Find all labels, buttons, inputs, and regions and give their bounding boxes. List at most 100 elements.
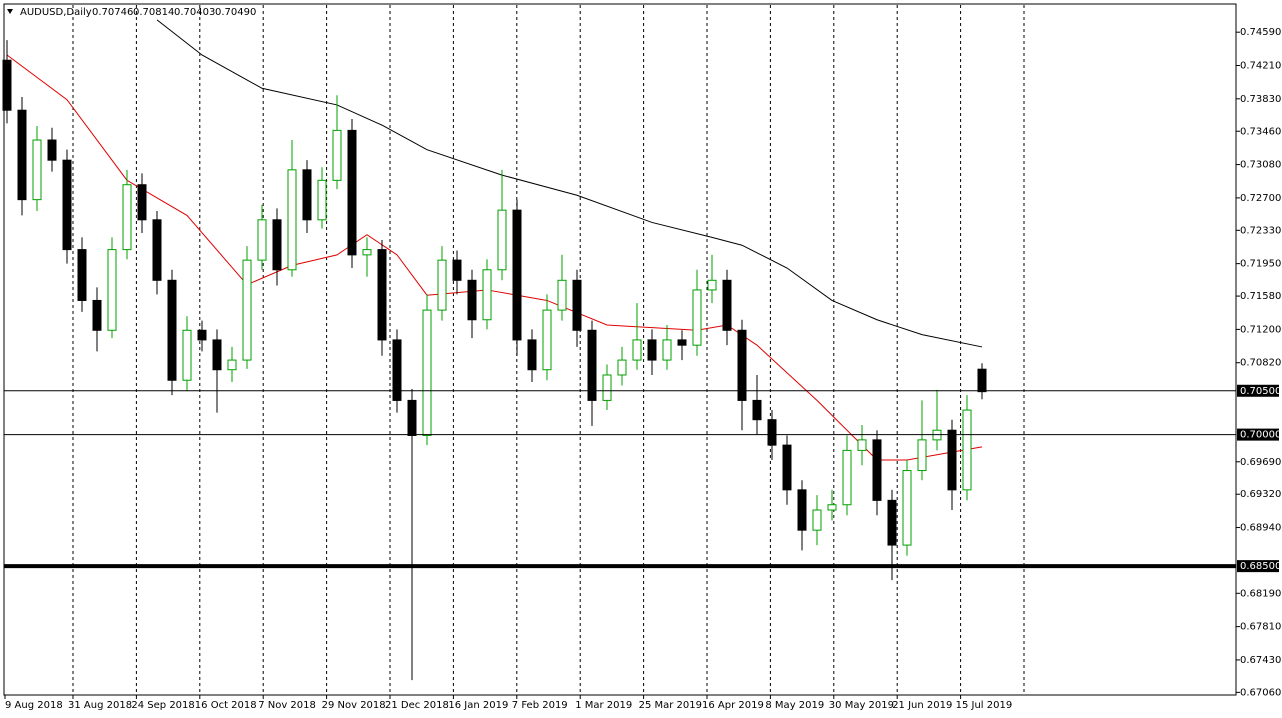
candle-body [812, 509, 822, 531]
candle-body [212, 339, 222, 371]
y-tick-label: 0.72330 [1240, 225, 1281, 236]
x-tick-label: 9 Aug 2018 [5, 700, 63, 711]
candle-body [392, 339, 402, 401]
x-tick-label: 30 May 2019 [829, 700, 894, 711]
candle-body [197, 329, 207, 341]
y-tick-label: 0.67430 [1240, 655, 1281, 666]
candle-body [77, 249, 87, 301]
candle-body [47, 139, 57, 161]
candle-body [167, 279, 177, 381]
candle-body [467, 279, 477, 321]
y-tick-label: 0.67060 [1240, 687, 1281, 698]
candle-body [62, 159, 72, 251]
y-tick-label: 0.72700 [1240, 193, 1281, 204]
candle-body [842, 449, 852, 506]
candle-body [497, 209, 507, 271]
y-tick-label: 0.71200 [1240, 324, 1281, 335]
quote-value: 0.70403 [174, 7, 215, 18]
candle-body [242, 259, 252, 361]
x-tick-label: 8 May 2019 [765, 700, 824, 711]
candle-body [542, 309, 552, 371]
candle-body [902, 470, 912, 546]
candle-body [632, 339, 642, 361]
candle-body [332, 129, 342, 181]
candle-body [287, 169, 297, 271]
candle-body [857, 439, 867, 451]
x-tick-label: 29 Nov 2018 [322, 700, 386, 711]
moving-average [156, 19, 983, 348]
y-tick-label: 0.68190 [1240, 588, 1281, 599]
candle-body [437, 259, 447, 311]
candle-body [647, 339, 657, 361]
candle-body [137, 184, 147, 221]
y-tick-label: 0.67810 [1240, 622, 1281, 633]
x-tick-label: 21 Jun 2019 [892, 700, 952, 711]
level-label: 0.68500 [1240, 561, 1281, 572]
candle-body [32, 139, 42, 201]
candle-body [347, 129, 357, 256]
candle-body [227, 359, 237, 371]
candle-body [737, 329, 747, 401]
level-label: 0.70000 [1240, 430, 1281, 441]
y-tick-label: 0.71580 [1240, 291, 1281, 302]
candle-body [182, 329, 192, 381]
y-tick-label: 0.69320 [1240, 489, 1281, 500]
candle-body [782, 444, 792, 491]
y-tick-label: 0.71950 [1240, 259, 1281, 270]
y-tick-label: 0.69690 [1240, 457, 1281, 468]
candle-body [527, 339, 537, 371]
candle-body [2, 59, 12, 111]
candle-body [662, 339, 672, 361]
candle-body [152, 219, 162, 281]
y-tick-label: 0.74210 [1240, 60, 1281, 71]
candle-body [272, 219, 282, 271]
y-tick-label: 0.73830 [1240, 94, 1281, 105]
level-label: 0.70500 [1240, 386, 1281, 397]
candle-body [752, 399, 762, 421]
candle-body [257, 219, 267, 261]
candle-body [707, 279, 717, 291]
candle-body [797, 489, 807, 531]
candle-body [602, 374, 612, 401]
candle-body [512, 209, 522, 341]
y-tick-label: 0.68940 [1240, 523, 1281, 534]
x-tick-label: 25 Mar 2019 [639, 700, 702, 711]
candle-body [767, 419, 777, 446]
candle-body [107, 249, 117, 331]
plot-frame [3, 3, 1237, 696]
candle-body [407, 399, 417, 436]
menu-arrow [7, 9, 13, 14]
level-label-box [1237, 428, 1279, 441]
y-tick-label: 0.73080 [1240, 160, 1281, 171]
x-tick-label: 1 Mar 2019 [575, 700, 632, 711]
candle-body [872, 439, 882, 501]
candle-body [362, 249, 372, 256]
candle-body [677, 339, 687, 346]
y-tick-label: 0.70820 [1240, 358, 1281, 369]
x-tick-label: 31 Aug 2018 [68, 700, 132, 711]
candle-body [887, 499, 897, 546]
candle-body [452, 259, 462, 281]
candle-body [587, 329, 597, 401]
chart-title: AUDUSD,Daily [20, 7, 92, 18]
x-tick-label: 16 Apr 2019 [702, 700, 764, 711]
y-tick-label: 0.73460 [1240, 126, 1281, 137]
candle-body [557, 279, 567, 311]
x-tick-label: 15 Jul 2019 [956, 700, 1013, 711]
candle-body [302, 169, 312, 221]
quote-value: 0.70490 [215, 7, 256, 18]
candle-body [617, 359, 627, 376]
candle-body [692, 289, 702, 346]
x-tick-label: 21 Dec 2018 [385, 700, 449, 711]
candle-body [122, 184, 132, 251]
candle-body [722, 279, 732, 331]
x-tick-label: 7 Nov 2018 [258, 700, 316, 711]
y-tick-label: 0.74590 [1240, 27, 1281, 38]
candle-body [422, 309, 432, 436]
level-label-box [1237, 384, 1279, 397]
candle-body [17, 109, 27, 201]
x-tick-label: 24 Sep 2018 [131, 700, 194, 711]
x-tick-label: 16 Jan 2019 [448, 700, 508, 711]
quote-value: 0.70746 [92, 7, 133, 18]
